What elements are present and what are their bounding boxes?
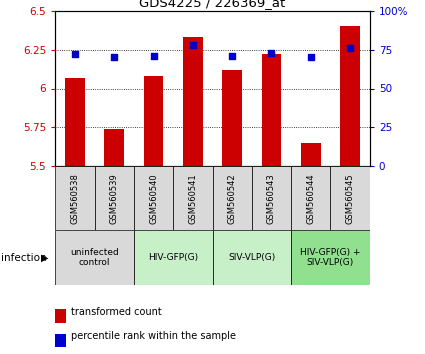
Text: GSM560541: GSM560541	[188, 173, 197, 224]
Bar	[144, 76, 163, 166]
Point	[190, 42, 196, 48]
Bar	[222, 70, 242, 166]
Text: GSM560538: GSM560538	[71, 173, 79, 224]
Bar	[134, 230, 212, 285]
Point	[71, 51, 78, 57]
Text: uninfected
control: uninfected control	[70, 248, 119, 267]
Point	[111, 55, 118, 60]
Bar	[173, 166, 212, 230]
Bar	[55, 166, 94, 230]
Title: GDS4225 / 226369_at: GDS4225 / 226369_at	[139, 0, 286, 10]
Text: GSM560544: GSM560544	[306, 173, 315, 224]
Point	[150, 53, 157, 59]
Bar	[55, 328, 61, 349]
Text: transformed count: transformed count	[71, 307, 162, 317]
Text: transformed count: transformed count	[76, 308, 167, 318]
Bar	[340, 26, 360, 166]
Bar	[55, 230, 134, 285]
Bar	[134, 166, 173, 230]
Point	[347, 45, 354, 51]
Point	[307, 55, 314, 60]
Text: percentile rank within the sample: percentile rank within the sample	[71, 331, 236, 342]
Bar	[55, 303, 61, 325]
Text: infection: infection	[1, 252, 46, 263]
Bar	[183, 37, 203, 166]
Text: GSM560545: GSM560545	[346, 173, 354, 224]
Bar	[105, 129, 124, 166]
Text: ▶: ▶	[41, 252, 49, 263]
Bar	[262, 54, 281, 166]
Bar	[301, 143, 320, 166]
Text: GSM560539: GSM560539	[110, 173, 119, 224]
Text: GSM560543: GSM560543	[267, 173, 276, 224]
Bar	[212, 166, 252, 230]
Text: HIV-GFP(G) +
SIV-VLP(G): HIV-GFP(G) + SIV-VLP(G)	[300, 248, 361, 267]
Text: HIV-GFP(G): HIV-GFP(G)	[148, 253, 198, 262]
Point	[268, 50, 275, 56]
Bar	[291, 166, 331, 230]
Text: GSM560540: GSM560540	[149, 173, 158, 224]
Bar	[331, 166, 370, 230]
Bar	[94, 166, 134, 230]
Text: percentile rank within the sample: percentile rank within the sample	[76, 333, 241, 343]
Bar	[252, 166, 291, 230]
Text: SIV-VLP(G): SIV-VLP(G)	[228, 253, 275, 262]
Bar	[291, 230, 370, 285]
Point	[229, 53, 235, 59]
Bar	[65, 78, 85, 166]
Text: GSM560542: GSM560542	[228, 173, 237, 224]
Bar	[212, 230, 291, 285]
